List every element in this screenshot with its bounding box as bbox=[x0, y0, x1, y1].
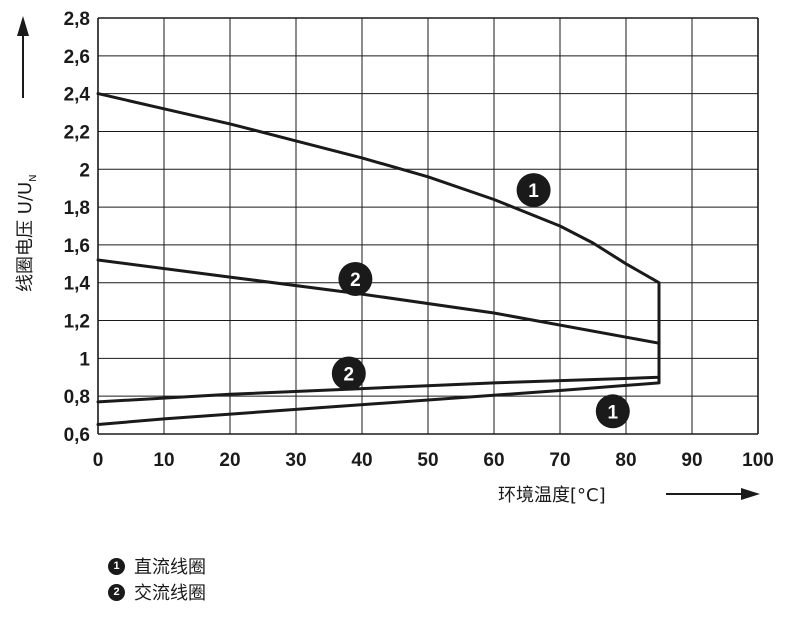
y-axis-title: 线圈电压 U/UN bbox=[15, 174, 39, 292]
y-tick-label: 1 bbox=[79, 349, 90, 370]
y-axis-title-subscript: N bbox=[28, 174, 39, 181]
curve-marker-2: 2 bbox=[331, 356, 366, 391]
curve-marker-circle bbox=[516, 173, 551, 208]
x-tick-label: 40 bbox=[351, 450, 372, 471]
curve-marker-label: 2 bbox=[350, 270, 361, 291]
curve-marker-label: 1 bbox=[528, 181, 539, 202]
x-tick-label: 30 bbox=[285, 450, 306, 471]
legend-label-dc: 直流线圈 bbox=[134, 557, 206, 578]
coil-voltage-chart: 0 10 20 30 40 50 60 70 80 90 100 0,6 0,8 1 1,2 1,4 1,6 1… bbox=[15, 9, 774, 506]
legend-item-dc: 1 直流线圈 bbox=[108, 553, 206, 579]
legend-badge-ac: 2 bbox=[108, 583, 125, 601]
y-axis-arrow-head bbox=[17, 16, 29, 36]
y-axis-ticks: 0,6 0,8 1 1,2 1,4 1,6 1,8 2 2,2 2,4 2,6 2,8 bbox=[64, 9, 91, 446]
x-axis-ticks: 0 10 20 30 40 50 60 70 80 90 100 bbox=[93, 450, 774, 471]
legend-item-ac: 2 交流线圈 bbox=[108, 579, 206, 605]
x-tick-label: 90 bbox=[681, 450, 702, 471]
curve-marker-circle bbox=[338, 261, 373, 296]
curve-marker-2: 2 bbox=[338, 261, 373, 296]
y-tick-label: 2,4 bbox=[64, 85, 91, 106]
chart-grid bbox=[97, 17, 759, 435]
y-tick-label: 2,6 bbox=[64, 47, 90, 68]
x-tick-label: 100 bbox=[742, 450, 774, 471]
y-axis-title-group: 线圈电压 U/UN bbox=[15, 16, 39, 292]
legend-badge-dc: 1 bbox=[108, 557, 125, 575]
y-tick-label: 2,2 bbox=[64, 122, 90, 143]
y-tick-label: 0,8 bbox=[64, 387, 90, 408]
y-tick-label: 0,6 bbox=[64, 425, 90, 446]
x-tick-label: 60 bbox=[483, 450, 504, 471]
y-tick-label: 1,6 bbox=[64, 236, 90, 257]
x-tick-label: 20 bbox=[219, 450, 240, 471]
series-dc-coil-line bbox=[96, 92, 661, 426]
curve-marker-1: 1 bbox=[516, 173, 551, 208]
y-axis-title-main: 线圈电压 U/U bbox=[15, 182, 36, 292]
x-axis-title: 环境温度[°C] bbox=[498, 485, 606, 506]
curve-markers: 1 1 2 2 bbox=[331, 173, 630, 429]
x-axis-title-group: 环境温度[°C] bbox=[498, 485, 760, 506]
series-ac-coil-line bbox=[96, 258, 661, 404]
x-tick-label: 80 bbox=[615, 450, 636, 471]
x-tick-label: 10 bbox=[153, 450, 174, 471]
curve-marker-circle bbox=[331, 356, 366, 391]
y-tick-label: 2,8 bbox=[64, 9, 90, 30]
curve-marker-1: 1 bbox=[595, 394, 630, 429]
x-tick-label: 50 bbox=[417, 450, 438, 471]
chart-series bbox=[96, 92, 661, 426]
curve-marker-circle bbox=[595, 394, 630, 429]
y-tick-label: 1,4 bbox=[64, 274, 91, 295]
x-tick-label: 70 bbox=[549, 450, 570, 471]
x-tick-label: 0 bbox=[93, 450, 104, 471]
legend-label-ac: 交流线圈 bbox=[134, 583, 206, 604]
curve-marker-label: 1 bbox=[608, 402, 619, 423]
y-tick-label: 1,2 bbox=[64, 312, 90, 333]
x-axis-arrow-head bbox=[741, 488, 760, 500]
legend: 1 直流线圈 2 交流线圈 bbox=[108, 553, 206, 605]
y-tick-label: 2 bbox=[79, 160, 90, 181]
y-tick-label: 1,8 bbox=[64, 198, 90, 219]
curve-marker-label: 2 bbox=[344, 364, 355, 385]
